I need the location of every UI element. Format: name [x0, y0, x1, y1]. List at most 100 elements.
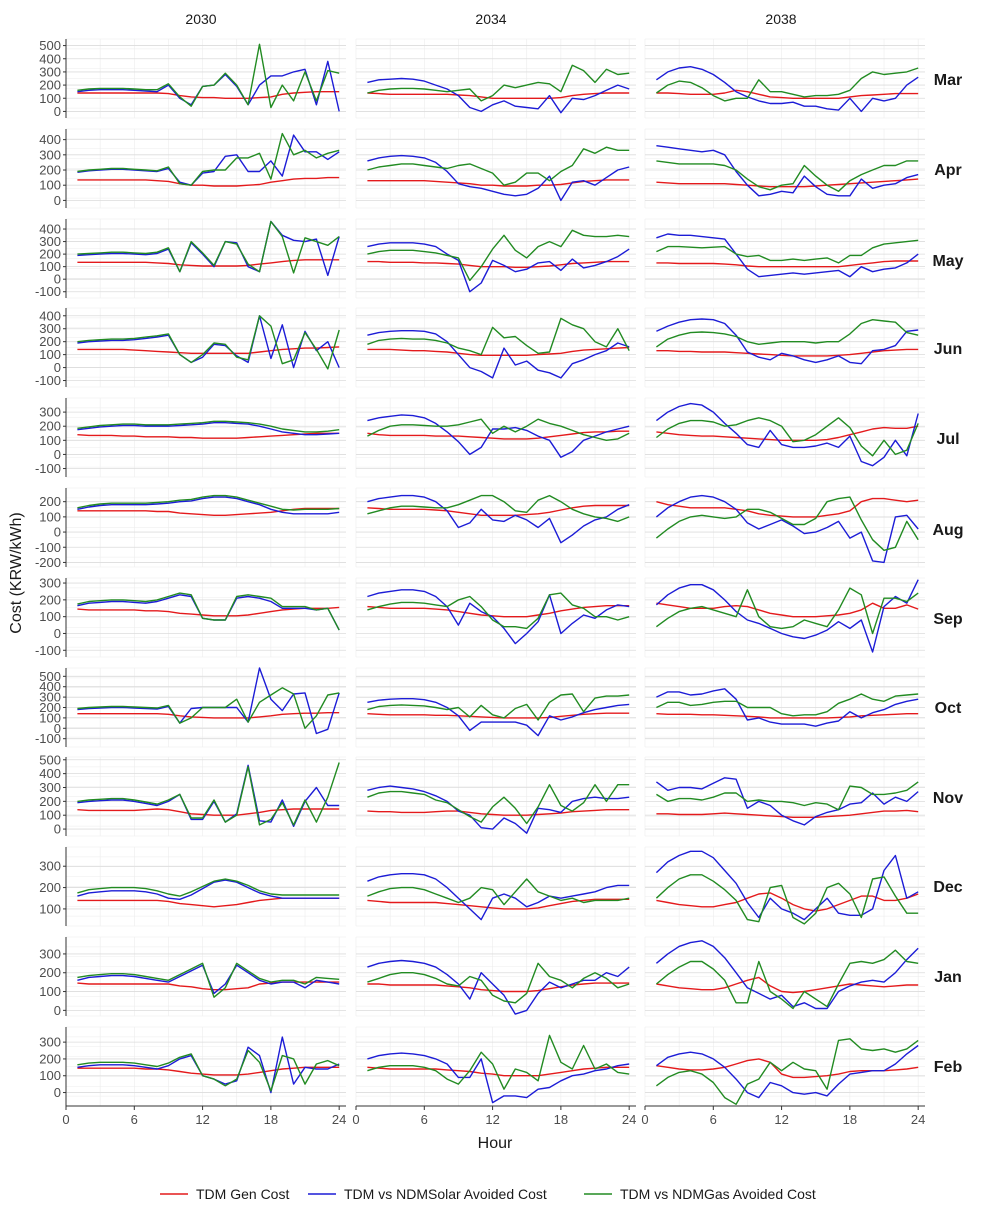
y-tick-label: 0	[54, 360, 61, 375]
row-strip-label-may: May	[932, 253, 963, 270]
series-line-gas-2030-sep	[77, 592, 340, 631]
series-line-solar-2038-oct	[656, 688, 919, 727]
y-tick-label: 100	[39, 1068, 61, 1083]
series-line-gen-2030-dec	[77, 897, 340, 908]
y-tick-label: 300	[39, 405, 61, 420]
panel-2030-aug	[65, 487, 346, 568]
y-tick-label: 300	[39, 576, 61, 591]
y-tick-label: 300	[39, 147, 61, 162]
y-tick-label: 0	[54, 525, 61, 540]
panel-2038-oct	[644, 667, 925, 748]
y-tick-label: 100	[39, 509, 61, 524]
y-tick-label: 100	[39, 901, 61, 916]
chart-panels	[65, 38, 925, 1107]
y-axis-title: Cost (KRW/kWh)	[8, 512, 25, 633]
series-line-gas-2038-may	[656, 239, 919, 264]
series-line-gen-2038-jan	[656, 976, 919, 994]
series-line-solar-2034-nov	[367, 785, 630, 834]
panel-2038-jan	[644, 936, 925, 1017]
series-line-gas-2030-dec	[77, 878, 340, 897]
panel-2030-oct	[65, 667, 346, 748]
series-line-gen-2034-oct	[367, 712, 630, 719]
panel-2034-jan	[355, 936, 636, 1017]
panel-2038-mar	[644, 38, 925, 119]
x-tick-label: 12	[774, 1112, 788, 1127]
x-tick-label: 24	[332, 1112, 346, 1127]
panel-2030-feb	[65, 1026, 346, 1107]
x-tick-label: 12	[485, 1112, 499, 1127]
series-line-gen-2030-oct	[77, 712, 340, 719]
series-line-solar-2038-aug	[655, 494, 919, 564]
series-line-gas-2034-mar	[367, 64, 630, 102]
series-line-solar-2038-feb	[655, 1044, 919, 1099]
row-strip-label-jul: Jul	[936, 431, 959, 448]
series-line-gas-2038-jul	[655, 417, 919, 457]
y-tick-label: 300	[39, 859, 61, 874]
row-strip-label-nov: Nov	[933, 790, 963, 807]
y-tick-label: 100	[39, 178, 61, 193]
y-tick-label: -100	[35, 461, 61, 476]
panel-2038-feb	[644, 1026, 925, 1107]
series-line-gas-2030-feb	[77, 1049, 340, 1092]
panel-2030-may	[65, 218, 346, 299]
panel-2034-sep	[355, 577, 636, 658]
panel-2030-jun	[65, 307, 346, 388]
y-tick-label: 0	[54, 1085, 61, 1100]
panel-2034-jul	[355, 397, 636, 478]
y-tick-label: 400	[39, 132, 61, 147]
row-strip-labels: Mar Apr May Jun Jul Aug Sep Oct Nov Dec …	[932, 72, 963, 1076]
panel-2038-nov	[644, 756, 925, 837]
y-tick-label: 0	[54, 822, 61, 837]
y-tick-label: 400	[39, 679, 61, 694]
y-tick-label: 200	[39, 494, 61, 509]
y-tick-label: 300	[39, 690, 61, 705]
series-line-solar-2038-jun	[656, 318, 919, 365]
x-tick-label: 18	[264, 1112, 278, 1127]
y-tick-label: 200	[39, 78, 61, 93]
series-line-solar-2038-jan	[655, 940, 919, 1010]
series-line-gas-2038-oct	[656, 693, 919, 717]
series-line-gen-2030-mar	[77, 90, 340, 100]
series-line-gas-2030-jul	[77, 420, 340, 433]
row-strip-label-dec: Dec	[933, 879, 962, 896]
panel-2038-apr	[644, 128, 925, 209]
series-line-gen-2038-mar	[656, 89, 919, 100]
panel-2038-may	[644, 218, 925, 299]
y-tick-label: 200	[39, 880, 61, 895]
panel-2030-jul	[65, 397, 346, 478]
series-line-solar-2038-sep	[655, 579, 919, 653]
column-strip-label-2034: 2034	[475, 11, 506, 27]
series-line-gas-2030-nov	[77, 762, 340, 826]
series-line-solar-2030-jul	[77, 422, 340, 436]
panel-2034-oct	[355, 667, 636, 748]
y-tick-label: -100	[35, 373, 61, 388]
series-line-gen-2038-feb	[656, 1058, 919, 1079]
series-line-solar-2038-may	[656, 233, 919, 278]
series-line-solar-2038-mar	[656, 65, 919, 113]
series-line-solar-2030-nov	[77, 764, 340, 827]
series-line-solar-2034-jun	[367, 330, 630, 379]
series-line-gas-2034-jan	[367, 962, 630, 1004]
series-line-solar-2034-aug	[367, 494, 630, 544]
series-line-gen-2038-nov	[656, 809, 919, 818]
y-tick-label: 0	[54, 447, 61, 462]
y-tick-label: 200	[39, 419, 61, 434]
series-line-gas-2030-jan	[77, 962, 340, 998]
series-line-gen-2038-apr	[656, 178, 919, 188]
series-line-gen-2038-jul	[656, 425, 919, 441]
series-line-gas-2034-nov	[367, 784, 630, 825]
legend-label-solar: TDM vs NDMSolar Avoided Cost	[344, 1186, 547, 1202]
series-line-solar-2034-apr	[367, 154, 630, 202]
x-tick-label: 24	[622, 1112, 636, 1127]
y-tick-label: 200	[39, 794, 61, 809]
series-line-solar-2038-apr	[656, 145, 919, 197]
y-tick-label: 500	[39, 752, 61, 767]
y-tick-label: 200	[39, 163, 61, 178]
x-tick-label: 6	[131, 1112, 138, 1127]
series-line-solar-2030-may	[77, 220, 340, 277]
row-strip-label-mar: Mar	[934, 72, 962, 89]
series-line-gen-2030-may	[77, 259, 340, 267]
y-tick-label: 100	[39, 433, 61, 448]
column-strip-label-2038: 2038	[765, 11, 796, 27]
panel-2038-dec	[644, 846, 925, 927]
